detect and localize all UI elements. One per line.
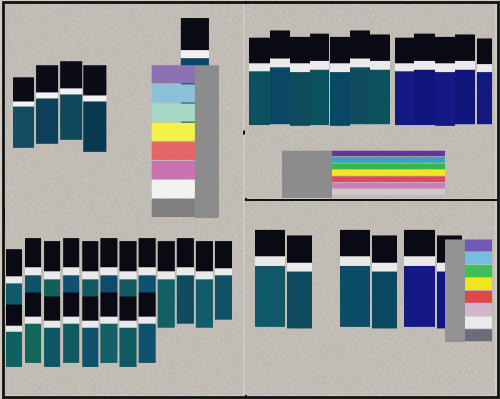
Text: Trans-Fly, PNG: Trans-Fly, PNG	[20, 17, 105, 27]
Bar	[245, 201, 495, 395]
Text: Queensland: Queensland	[81, 383, 159, 396]
Bar	[245, 4, 495, 198]
Text: (c): (c)	[468, 7, 486, 20]
Text: elisabeth:
inferred residents: elisabeth: inferred residents	[396, 8, 476, 28]
Text: incinctus: inferred migrants: incinctus: inferred migrants	[254, 10, 379, 19]
Text: T. m. elisabeth: T. m. elisabeth	[397, 383, 458, 392]
Text: (b): (b)	[466, 180, 486, 194]
Text: T. m. incinctus: T. m. incinctus	[322, 383, 382, 392]
Text: T. m. macleayii: T. m. macleayii	[251, 383, 314, 392]
Text: Oro Province, PNG:
Inferred seasonal
migrant: Oro Province, PNG: Inferred seasonal mig…	[134, 18, 231, 48]
Text: (a): (a)	[9, 211, 29, 224]
Bar	[5, 4, 243, 395]
